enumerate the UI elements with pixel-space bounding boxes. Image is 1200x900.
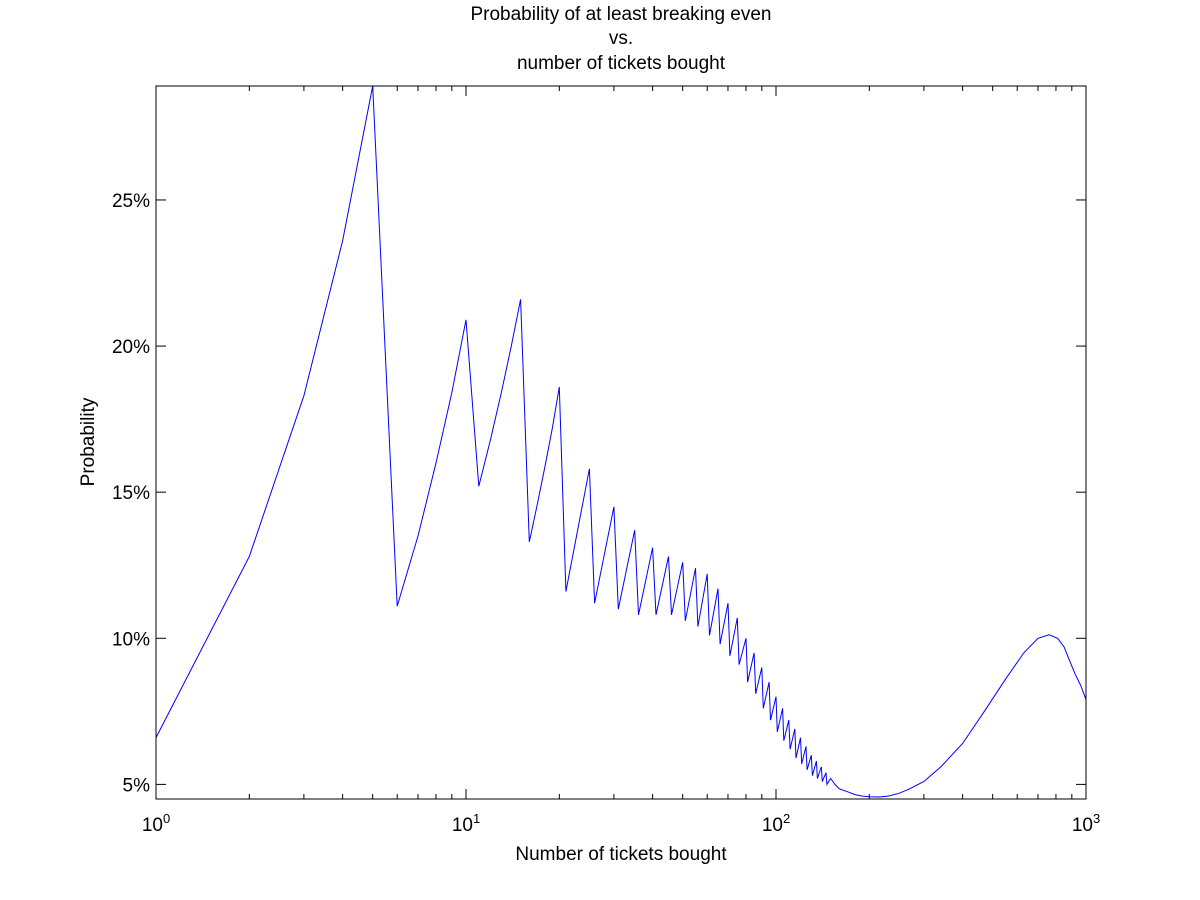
probability-series-line [155, 85, 1087, 798]
x-tick-label: 100 [142, 811, 170, 836]
x-tick-label: 103 [1072, 811, 1100, 836]
axis-ticks [155, 86, 1087, 799]
y-axis-label: Probability [78, 397, 99, 486]
x-tick-label: 102 [762, 811, 790, 836]
y-tick-label: 20% [112, 337, 150, 358]
y-tick-label: 15% [112, 483, 150, 504]
x-tick-label: 101 [452, 811, 480, 836]
axis-tick-labels: 100 101 102 103 5% 10% 15% 20% 25% [112, 191, 1100, 836]
chart-title-line-2: vs. [609, 28, 633, 49]
chart-title-line-1: Probability of at least breaking even [470, 4, 771, 25]
y-tick-label: 5% [123, 775, 151, 796]
x-axis-label: Number of tickets bought [515, 844, 727, 865]
y-tick-label: 10% [112, 629, 150, 650]
plot-area [156, 86, 1086, 799]
y-tick-label: 25% [112, 191, 150, 212]
axes-frame [155, 85, 1087, 800]
chart-title-line-3: number of tickets bought [517, 53, 726, 74]
